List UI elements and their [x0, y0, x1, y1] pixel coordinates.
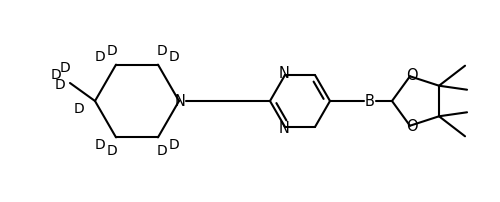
- Text: D: D: [168, 138, 179, 152]
- Text: N: N: [278, 121, 289, 137]
- Text: D: D: [50, 68, 62, 82]
- Text: D: D: [156, 144, 168, 158]
- Text: D: D: [74, 102, 85, 116]
- Text: D: D: [106, 144, 118, 158]
- Text: D: D: [106, 44, 118, 58]
- Text: O: O: [406, 68, 418, 83]
- Text: N: N: [278, 65, 289, 81]
- Text: D: D: [94, 50, 106, 64]
- Text: B: B: [365, 94, 375, 108]
- Text: D: D: [94, 138, 106, 152]
- Text: D: D: [54, 78, 66, 92]
- Text: D: D: [156, 44, 168, 58]
- Text: N: N: [174, 94, 186, 108]
- Text: O: O: [406, 119, 418, 134]
- Text: D: D: [168, 50, 179, 64]
- Text: D: D: [60, 61, 70, 75]
